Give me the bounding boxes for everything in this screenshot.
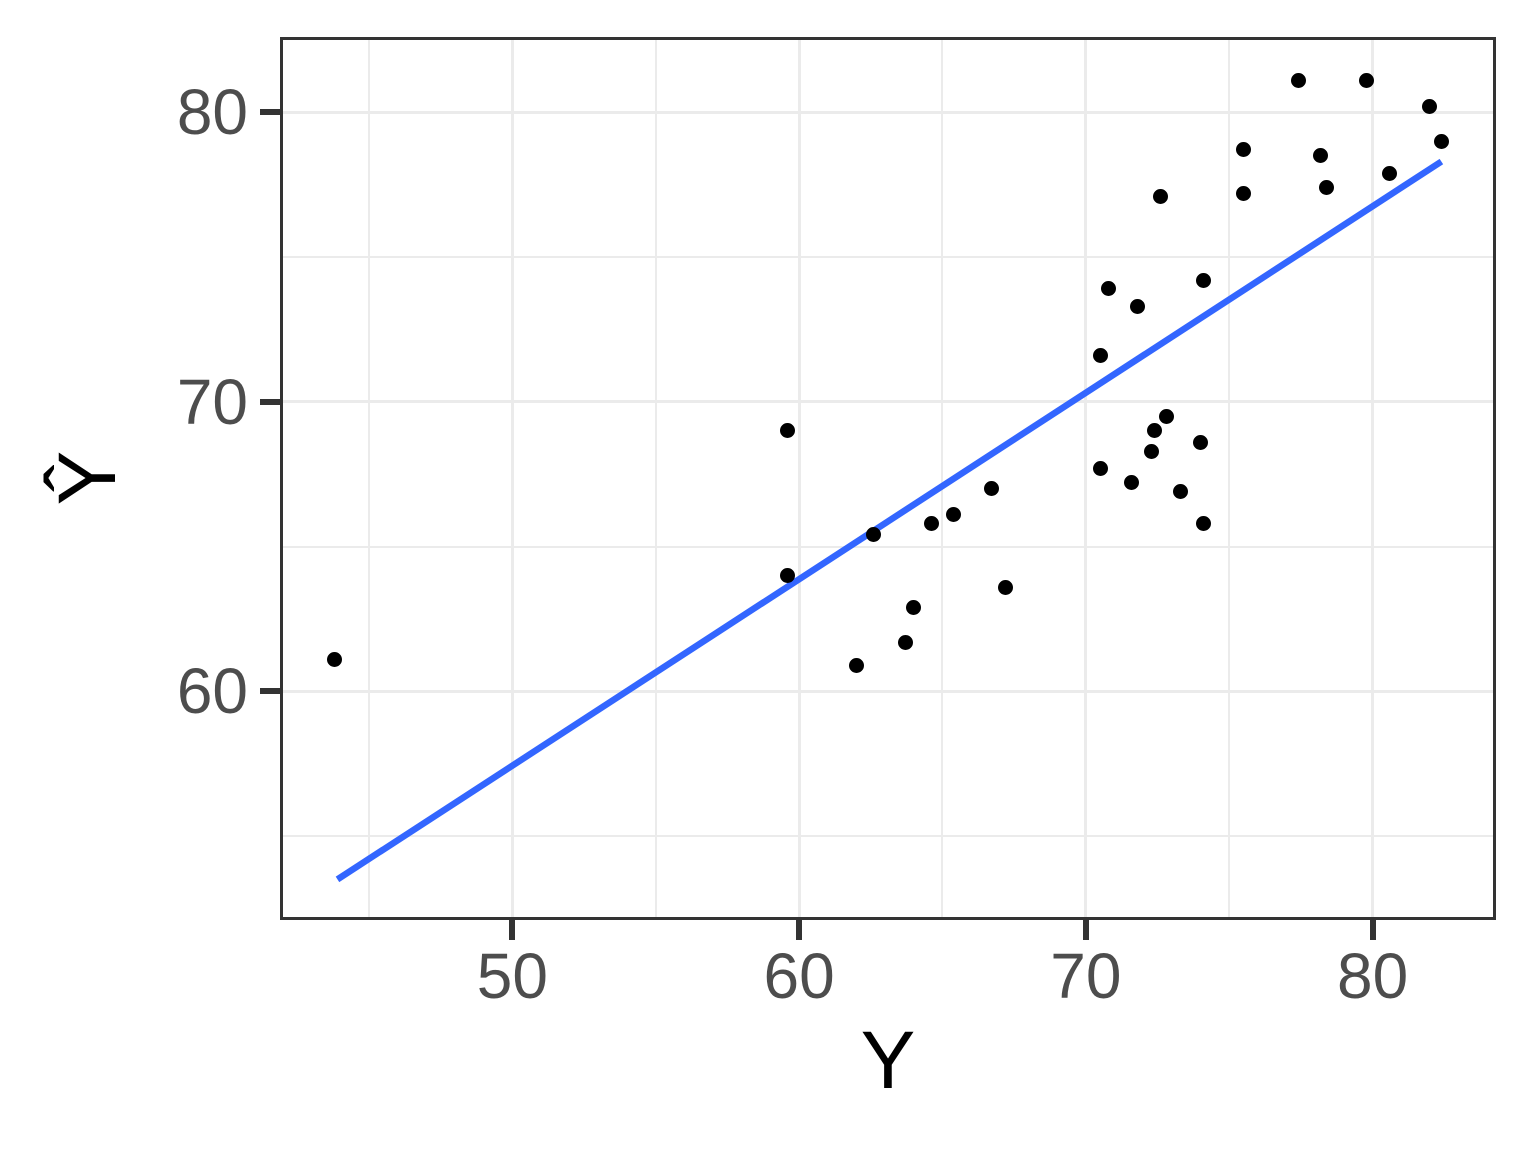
x-axis-tick-label: 70 (1050, 940, 1122, 1012)
data-point (1236, 185, 1252, 201)
y-axis-tick (260, 688, 280, 695)
y-axis-tick (260, 109, 280, 116)
x-major-gridline (510, 40, 514, 917)
regression-line-layer (335, 158, 1444, 883)
data-point (866, 527, 882, 543)
data-point (906, 599, 922, 615)
y-axis-tick-label: 70 (176, 365, 248, 438)
regression-line (335, 158, 1444, 883)
plot-panel (280, 37, 1496, 920)
y-minor-gridline (283, 545, 1493, 548)
y-axis-title: Ŷ (42, 450, 133, 506)
data-point (327, 651, 343, 667)
x-axis-tick-label: 80 (1336, 940, 1409, 1012)
x-axis-title: Y (860, 1015, 916, 1106)
data-point (1313, 148, 1329, 164)
data-point (1433, 133, 1449, 149)
data-point (1092, 460, 1108, 476)
y-axis-tick (260, 398, 280, 405)
y-major-gridline (283, 400, 1493, 404)
x-major-gridline (797, 40, 801, 917)
y-major-gridline (283, 689, 1493, 693)
x-minor-gridline (654, 40, 657, 917)
data-point (946, 507, 962, 523)
y-major-gridline (283, 110, 1493, 114)
x-minor-gridline (1228, 40, 1231, 917)
x-axis-tick (1082, 920, 1089, 940)
data-point (1147, 423, 1163, 439)
data-point (1172, 484, 1188, 500)
data-point (1359, 73, 1375, 89)
data-point (780, 567, 796, 583)
data-point (1236, 142, 1252, 158)
data-point (1092, 347, 1108, 363)
data-point (1101, 281, 1117, 297)
x-minor-gridline (941, 40, 944, 917)
data-point (897, 634, 913, 650)
data-point (780, 423, 796, 439)
x-axis-tick-label: 60 (763, 940, 835, 1012)
data-point (1144, 443, 1160, 459)
y-axis-tick-label: 60 (176, 655, 248, 728)
x-axis-tick-label: 50 (476, 940, 548, 1012)
data-point (1124, 475, 1140, 491)
x-major-gridline (1371, 40, 1375, 917)
data-point (1193, 434, 1209, 450)
x-axis-tick (1369, 920, 1376, 940)
data-point (1195, 272, 1211, 288)
data-point (848, 657, 864, 673)
data-point (1129, 298, 1145, 314)
y-minor-gridline (283, 834, 1493, 837)
data-point (1195, 515, 1211, 531)
data-point (1158, 408, 1174, 424)
data-point (1319, 180, 1335, 196)
x-minor-gridline (368, 40, 371, 917)
data-point (1152, 188, 1168, 204)
y-minor-gridline (283, 256, 1493, 259)
data-point (983, 481, 999, 497)
x-axis-tick (509, 920, 516, 940)
x-axis-tick (796, 920, 803, 940)
data-point (1382, 165, 1398, 181)
data-point (923, 515, 939, 531)
y-axis-tick-label: 80 (176, 76, 248, 149)
data-point (1290, 73, 1306, 89)
data-point (998, 579, 1014, 595)
data-point (1422, 99, 1438, 115)
x-major-gridline (1084, 40, 1088, 917)
